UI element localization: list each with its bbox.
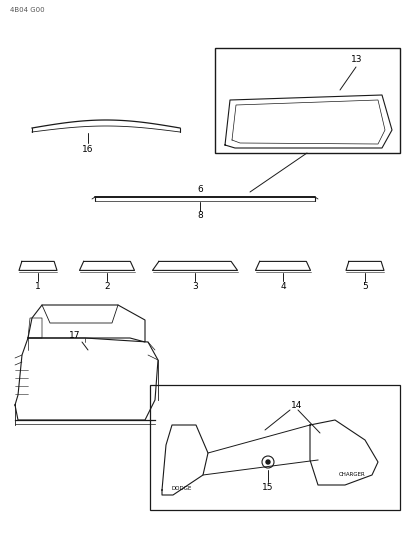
- Text: 6: 6: [197, 185, 203, 195]
- Text: 15: 15: [262, 482, 274, 491]
- Bar: [215, 48, 400, 153]
- Text: 3: 3: [192, 282, 198, 291]
- Text: 17: 17: [69, 332, 81, 341]
- Text: CHARGER: CHARGER: [339, 472, 366, 478]
- Text: 13: 13: [351, 55, 363, 64]
- Circle shape: [266, 460, 270, 464]
- Bar: [150, 385, 400, 510]
- Text: 5: 5: [362, 282, 368, 291]
- Text: 4: 4: [280, 282, 286, 291]
- Text: 14: 14: [291, 401, 303, 410]
- Text: 4B04 G00: 4B04 G00: [10, 7, 44, 13]
- Text: 2: 2: [104, 282, 110, 291]
- Text: 16: 16: [82, 144, 94, 154]
- Text: 8: 8: [197, 211, 203, 220]
- Text: DODGE: DODGE: [172, 486, 192, 490]
- Text: 1: 1: [35, 282, 41, 291]
